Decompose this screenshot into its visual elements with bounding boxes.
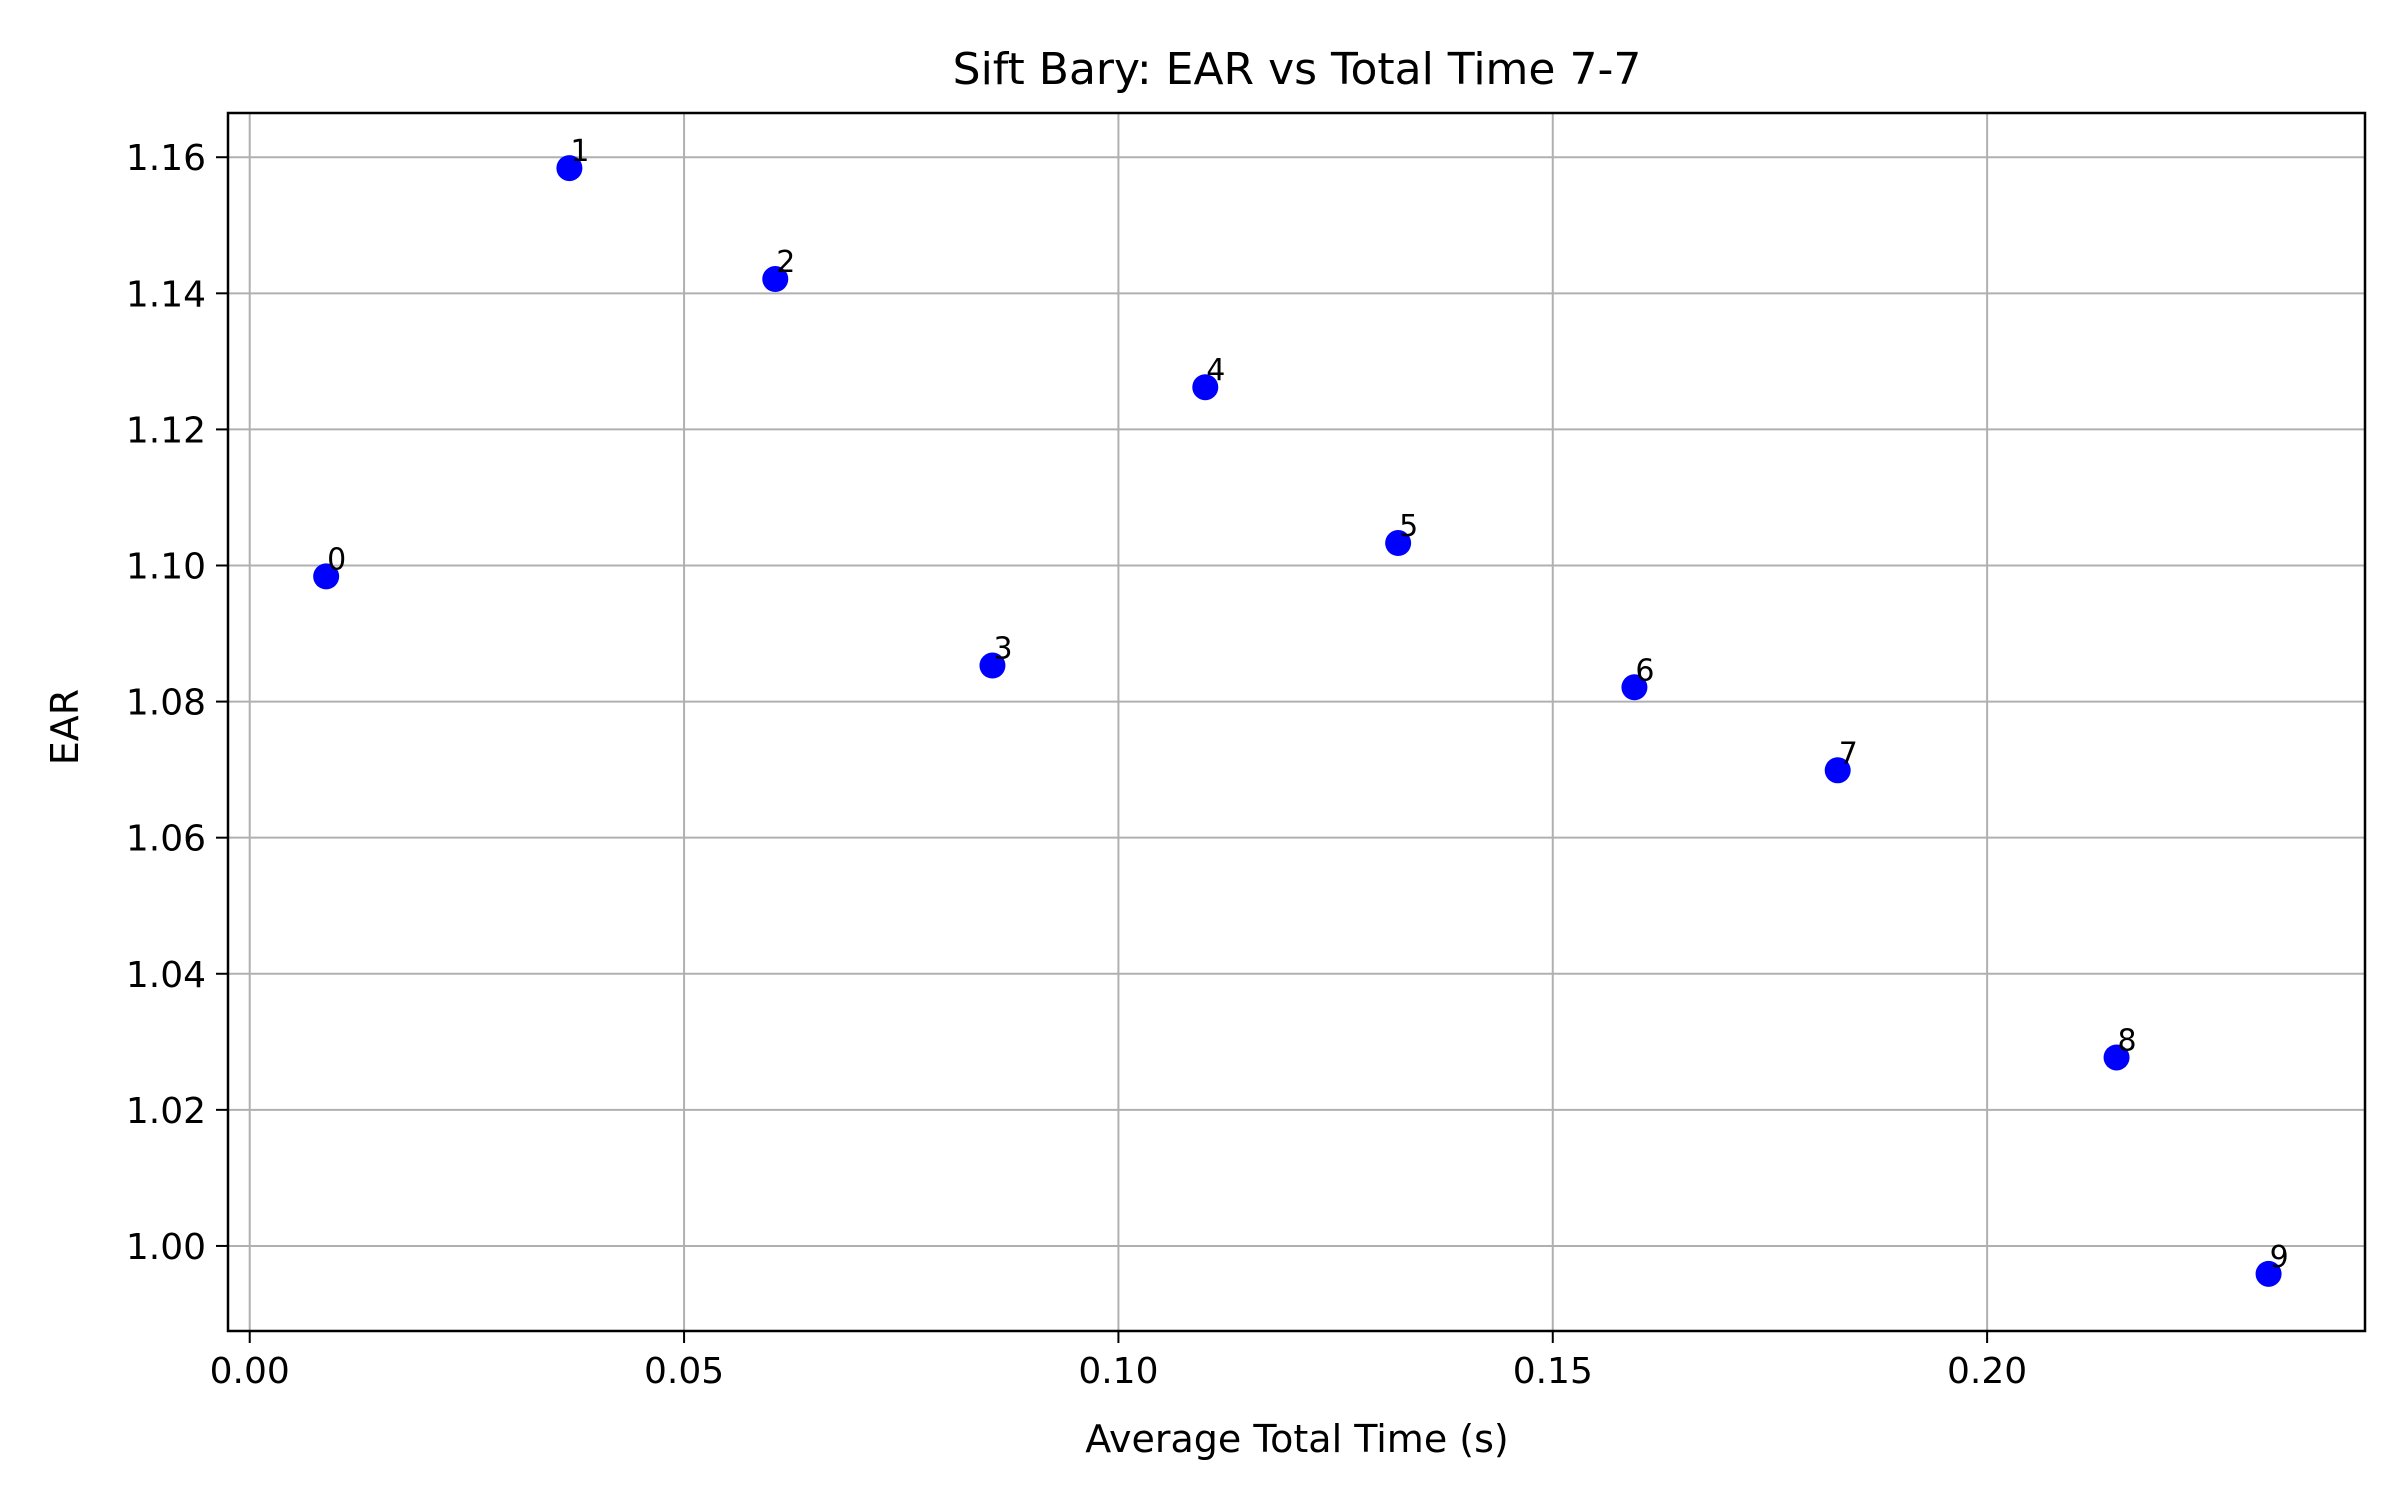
x-tick-label: 0.20 xyxy=(1947,1351,2027,1392)
y-tick-label: 1.00 xyxy=(126,1227,206,1268)
data-points: 0 1 2 3 4 5 6 7 8 9 xyxy=(313,134,2289,1287)
data-point-label-3: 3 xyxy=(993,632,1012,667)
data-point-3 xyxy=(979,652,1006,679)
y-axis-label: EAR xyxy=(43,689,87,765)
grid xyxy=(228,113,2365,1331)
data-point-0 xyxy=(313,563,340,590)
data-point-label-6: 6 xyxy=(1635,653,1654,688)
data-point-9 xyxy=(2255,1260,2282,1287)
x-tick-label: 0.00 xyxy=(210,1351,290,1392)
data-point-4 xyxy=(1192,374,1219,401)
y-tick-label: 1.04 xyxy=(126,955,206,996)
plot-area-frame xyxy=(226,111,2367,1333)
data-point-8 xyxy=(2103,1044,2130,1071)
data-point-label-9: 9 xyxy=(2270,1240,2289,1275)
data-point-7 xyxy=(1824,757,1851,784)
x-tick-label: 0.10 xyxy=(1078,1351,1158,1392)
data-point-label-1: 1 xyxy=(570,134,589,169)
data-point-2 xyxy=(762,266,789,293)
data-point-6 xyxy=(1621,674,1648,701)
y-tick-label: 1.16 xyxy=(126,138,206,179)
data-point-5 xyxy=(1385,530,1412,557)
y-tick-label: 1.02 xyxy=(126,1091,206,1132)
y-tick-label: 1.06 xyxy=(126,819,206,860)
y-tick-label: 1.12 xyxy=(126,410,206,451)
data-point-label-5: 5 xyxy=(1399,509,1418,544)
y-tick-label: 1.14 xyxy=(126,274,206,315)
chart-title: Sift Bary: EAR vs Total Time 7-7 xyxy=(953,44,1642,95)
data-point-label-0: 0 xyxy=(327,542,346,577)
data-point-label-8: 8 xyxy=(2118,1023,2137,1058)
x-tick-label: 0.15 xyxy=(1513,1351,1593,1392)
y-tick-label: 1.08 xyxy=(126,683,206,724)
axis-ticks: 0.00 0.05 0.10 0.15 0.20 1.00 1.02 1.04 1.06 1.08… xyxy=(126,138,2027,1392)
x-tick-label: 0.05 xyxy=(644,1351,724,1392)
y-tick-label: 1.10 xyxy=(126,546,206,587)
data-point-label-7: 7 xyxy=(1839,736,1858,771)
data-point-label-4: 4 xyxy=(1206,353,1225,388)
x-axis-label: Average Total Time (s) xyxy=(1085,1417,1508,1461)
data-point-1 xyxy=(556,155,583,182)
data-point-label-2: 2 xyxy=(776,245,795,280)
